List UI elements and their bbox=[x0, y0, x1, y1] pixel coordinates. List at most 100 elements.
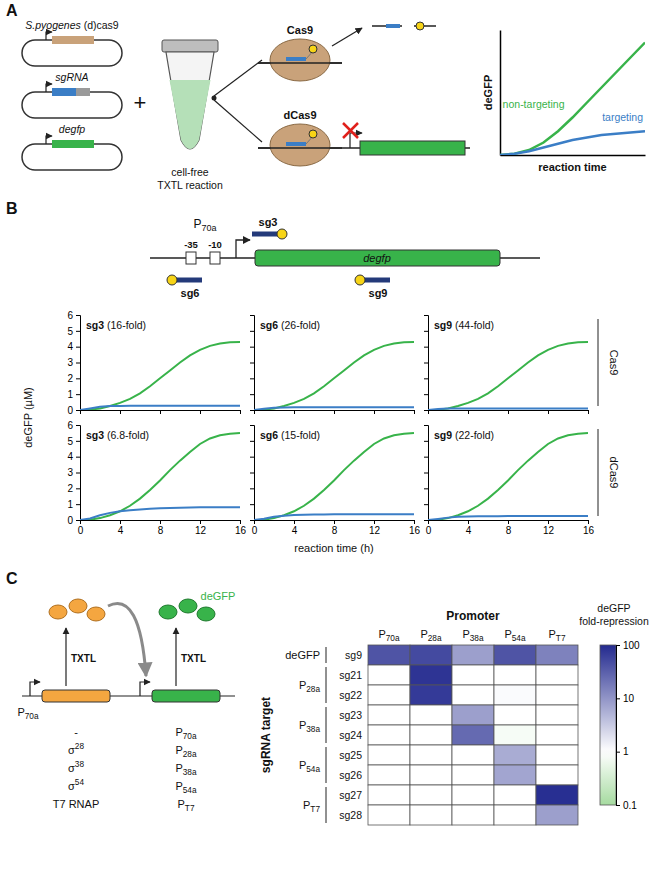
tick-mark bbox=[250, 488, 254, 489]
heatmap-cell bbox=[494, 805, 536, 825]
group-label: deGFP bbox=[285, 649, 320, 661]
tick: 10 bbox=[616, 693, 635, 704]
tick: 4 bbox=[67, 451, 80, 462]
tick-mark bbox=[250, 520, 254, 521]
tspan: (44-fold) bbox=[452, 319, 494, 331]
series-line bbox=[428, 342, 588, 410]
heatmap-cell bbox=[452, 805, 494, 825]
subplot-title: sg3 (6.8-fold) bbox=[86, 429, 149, 441]
tick-label: 10 bbox=[623, 693, 635, 704]
axis-title: sgRNA target bbox=[259, 697, 273, 773]
tick-mark bbox=[76, 347, 80, 348]
subplot-title: sg9 (22-fold) bbox=[434, 429, 494, 441]
colorbar-axis: 0.1110100 bbox=[616, 640, 640, 811]
tspan: sg6 bbox=[260, 429, 278, 441]
column-label: P54a bbox=[504, 628, 526, 643]
tick-mark bbox=[374, 410, 375, 414]
heatmap-cell bbox=[410, 785, 452, 805]
figure: ABCS.pyogenes (d)cas9sgRNAdegfp+cell-fre… bbox=[0, 0, 672, 876]
heatmap-cell bbox=[410, 725, 452, 745]
tick-mark bbox=[424, 378, 428, 379]
protein bbox=[87, 607, 105, 621]
cas9-protein bbox=[270, 39, 330, 81]
tick-mark bbox=[548, 410, 549, 414]
tick-label: 2 bbox=[67, 373, 73, 384]
guide-label: sg6 bbox=[181, 287, 200, 299]
axis-line bbox=[501, 155, 646, 157]
promoter-label: PT7 bbox=[178, 798, 195, 813]
pam bbox=[416, 22, 424, 30]
plot-area bbox=[500, 43, 645, 156]
gene bbox=[255, 250, 500, 266]
tick-mark bbox=[76, 473, 80, 474]
tick: 16 bbox=[583, 520, 595, 536]
tube-cap bbox=[162, 40, 218, 52]
txtl-arrow bbox=[65, 628, 66, 686]
tick-mark bbox=[76, 425, 80, 426]
plot-area bbox=[428, 342, 588, 410]
x-axis: 0481216 bbox=[426, 520, 595, 536]
y-axis bbox=[424, 316, 429, 411]
tick: 1 bbox=[67, 499, 80, 510]
subplot-title: sg9 (44-fold) bbox=[434, 319, 494, 331]
tick: 6 bbox=[67, 310, 80, 321]
tick-mark bbox=[616, 752, 620, 753]
tick: 0.1 bbox=[616, 800, 637, 811]
tick-mark bbox=[240, 520, 241, 524]
tick bbox=[160, 410, 161, 414]
axis-title: reaction time bbox=[538, 161, 606, 173]
heatmap-cell bbox=[410, 765, 452, 785]
tspan: P bbox=[175, 726, 182, 738]
axis-line bbox=[424, 316, 429, 411]
tick-mark bbox=[76, 504, 80, 505]
column-label: P28a bbox=[420, 628, 442, 643]
tick-mark bbox=[76, 363, 80, 364]
series-line bbox=[428, 408, 588, 410]
tspan: sg3 bbox=[86, 319, 104, 331]
plasmid-label: degfp bbox=[59, 123, 85, 135]
promoter-arrow bbox=[46, 84, 52, 92]
guide-label: sg9 bbox=[369, 287, 388, 299]
tick-label: 0 bbox=[78, 525, 84, 536]
tspan: P bbox=[193, 217, 201, 231]
tick bbox=[250, 504, 254, 505]
tick-label: 3 bbox=[67, 467, 73, 478]
tspan: P bbox=[378, 628, 385, 640]
group-bracket bbox=[326, 667, 327, 703]
pam bbox=[277, 229, 287, 239]
series-line bbox=[254, 514, 414, 520]
tick bbox=[250, 315, 254, 316]
tick bbox=[120, 410, 121, 414]
tick: 2 bbox=[67, 373, 80, 384]
tick-label: 8 bbox=[506, 525, 512, 536]
heatmap-cell bbox=[494, 765, 536, 785]
tspan: P bbox=[462, 628, 469, 640]
series-line bbox=[80, 507, 240, 520]
heatmap-cell bbox=[536, 785, 578, 805]
row-label: sg28 bbox=[339, 809, 362, 821]
group-label: P28a bbox=[299, 679, 321, 694]
dna bbox=[258, 62, 342, 64]
txtl-label: TXTL bbox=[181, 653, 206, 664]
colorbar bbox=[600, 645, 616, 805]
tspan: P bbox=[175, 744, 182, 756]
tick bbox=[508, 410, 509, 414]
regulator-label: T7 RNAP bbox=[53, 798, 99, 810]
dna bbox=[258, 62, 342, 64]
tick bbox=[424, 520, 428, 521]
heatmap-cell bbox=[452, 745, 494, 765]
tspan: 28a bbox=[428, 634, 442, 643]
reaction-label: TXTL reaction bbox=[157, 179, 223, 191]
heatmap-cell bbox=[368, 645, 410, 665]
tick-mark bbox=[76, 410, 80, 411]
tick-mark bbox=[76, 378, 80, 379]
promoter-arrow bbox=[46, 32, 52, 40]
heatmap-cell bbox=[410, 685, 452, 705]
y-axis bbox=[250, 316, 255, 411]
heatmap-cell bbox=[452, 665, 494, 685]
column-label: P38a bbox=[462, 628, 484, 643]
tick: 8 bbox=[332, 520, 338, 536]
tick bbox=[424, 347, 428, 348]
promoter-label: P70a bbox=[193, 217, 216, 233]
tick-label: 4 bbox=[466, 525, 472, 536]
